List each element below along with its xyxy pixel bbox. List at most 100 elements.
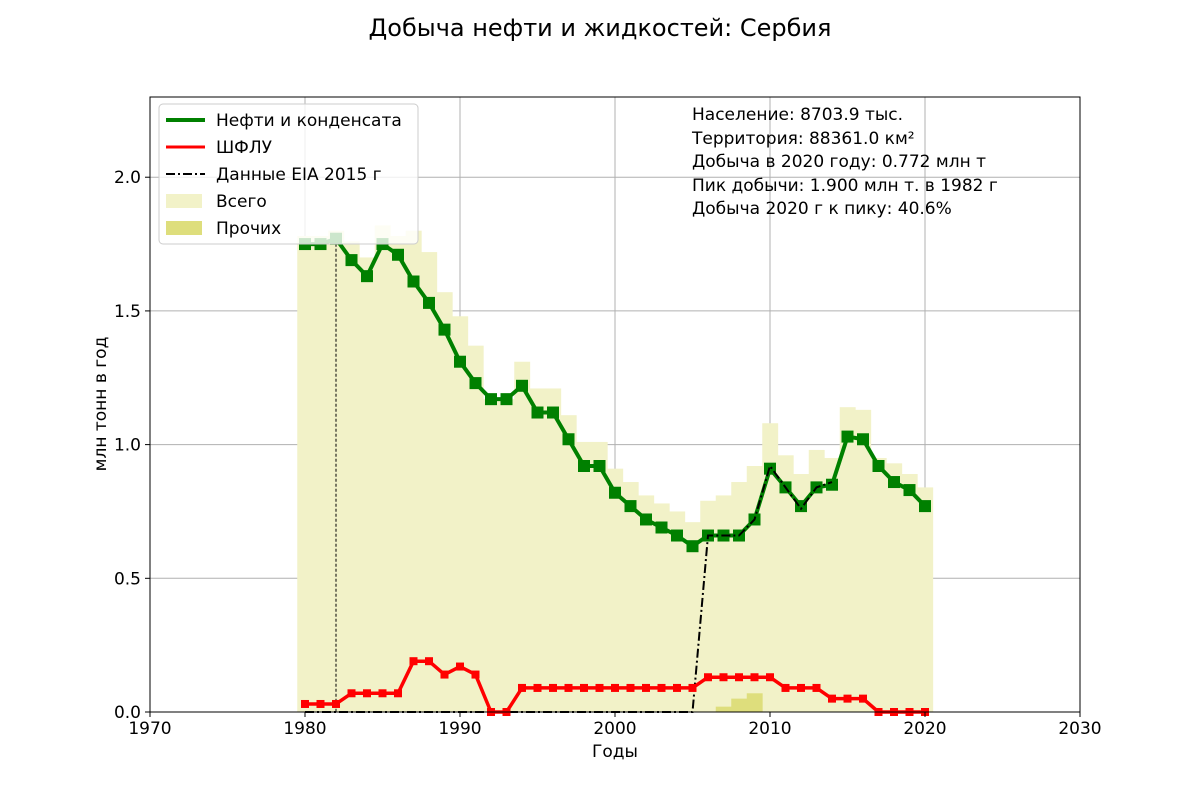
ngl-point — [301, 699, 309, 708]
ngl-point — [316, 699, 325, 708]
oil-point — [516, 379, 528, 392]
ngl-point — [595, 683, 604, 692]
total-bar — [669, 511, 686, 712]
ngl-point — [533, 683, 542, 692]
total-bar — [638, 495, 655, 712]
ngl-point — [518, 683, 526, 692]
total-bar — [390, 236, 407, 713]
other-bar — [746, 693, 763, 712]
total-bar — [855, 409, 872, 712]
oil-point — [872, 460, 885, 472]
oil-point — [531, 406, 544, 419]
ngl-point — [378, 689, 387, 698]
ngl-point — [859, 694, 867, 703]
ngl-point — [750, 673, 759, 682]
oil-point — [438, 323, 451, 336]
legend-total-label: Всего — [216, 192, 267, 212]
total-bar — [452, 316, 469, 712]
total-bars — [297, 225, 934, 713]
info-ratio: Добыча 2020 г к пику: 40.6% — [692, 199, 952, 219]
x-tick-label: 1970 — [128, 719, 171, 739]
total-bar — [824, 457, 841, 712]
chart-title: Добыча нефти и жидкостей: Сербия — [369, 14, 832, 42]
ngl-point — [347, 689, 356, 698]
oil-point — [562, 433, 575, 446]
total-bar — [870, 457, 887, 712]
ngl-point — [704, 673, 712, 682]
ngl-point — [409, 657, 418, 666]
y-tick-label: 2.0 — [114, 168, 141, 188]
oil-point — [655, 521, 668, 534]
ngl-point — [549, 683, 557, 692]
info-peak: Пик добычи: 1.900 млн т. в 1982 г — [692, 176, 998, 196]
oil-point — [485, 393, 497, 406]
other-bars — [715, 693, 763, 712]
x-tick-label: 2010 — [748, 719, 791, 739]
total-bar — [839, 407, 856, 712]
total-bar — [653, 503, 670, 712]
oil-point — [624, 500, 637, 513]
info-territory: Территория: 88361.0 км² — [691, 129, 915, 149]
ngl-point — [456, 662, 464, 671]
ngl-point — [425, 657, 433, 666]
total-bar — [312, 236, 329, 713]
oil-point — [547, 406, 559, 419]
x-axis-label: Годы — [592, 742, 638, 762]
oil-point — [423, 296, 435, 309]
oil-point — [454, 355, 466, 368]
oil-point — [469, 377, 482, 390]
y-tick-label: 0.5 — [114, 569, 141, 589]
legend-other-swatch — [166, 221, 202, 235]
ngl-point — [332, 699, 340, 708]
oil-point — [361, 270, 373, 283]
total-bar — [467, 345, 484, 712]
oil-point — [919, 500, 931, 513]
total-bar — [715, 495, 732, 712]
other-bar — [731, 698, 748, 712]
ngl-point — [580, 683, 588, 692]
oil-point — [345, 254, 358, 267]
total-bar — [746, 466, 763, 712]
oil-point — [392, 248, 404, 261]
total-bar — [297, 236, 314, 713]
x-tick-label: 2020 — [903, 719, 946, 739]
y-tick-label: 1.5 — [114, 302, 141, 322]
total-bar — [405, 230, 422, 712]
ngl-point — [843, 694, 852, 703]
ngl-point — [394, 689, 402, 698]
ngl-point — [626, 683, 635, 692]
plot-area — [149, 96, 1081, 716]
legend-other-label: Прочих — [216, 219, 281, 239]
oil-point — [841, 430, 854, 443]
total-bar — [343, 241, 360, 713]
total-bar — [374, 225, 391, 712]
total-bar — [622, 482, 639, 712]
ngl-point — [564, 683, 573, 692]
total-bar — [545, 388, 562, 712]
total-bar — [560, 415, 577, 712]
ngl-point — [828, 694, 836, 703]
info-production-2020: Добыча в 2020 году: 0.772 млн т — [692, 152, 986, 172]
x-axis: 1970 1980 1990 2000 2010 2020 2030 — [128, 712, 1102, 739]
oil-point — [826, 478, 838, 491]
total-bar — [529, 388, 546, 712]
legend-oil-label: Нефти и конденсата — [216, 111, 402, 131]
total-bar — [607, 468, 624, 712]
total-bar — [483, 399, 500, 712]
legend-box — [158, 103, 419, 245]
info-panel: Население: 8703.9 тыс. Территория: 88361… — [691, 105, 998, 219]
total-bar — [514, 361, 531, 712]
ngl-point — [812, 683, 821, 692]
total-bar — [777, 455, 794, 712]
legend: Нефти и конденсата ШФЛУ Данные EIA 2015 … — [158, 103, 419, 245]
other-bar — [715, 706, 732, 712]
ngl-point — [440, 670, 449, 679]
total-bar — [359, 257, 376, 712]
total-bar — [421, 252, 438, 712]
series — [299, 232, 931, 716]
y-tick-label: 0.0 — [114, 703, 141, 723]
oil-point — [500, 393, 513, 406]
total-bar — [901, 474, 918, 712]
legend-eia-label: Данные EIA 2015 г — [216, 165, 382, 185]
total-bar — [762, 423, 779, 712]
